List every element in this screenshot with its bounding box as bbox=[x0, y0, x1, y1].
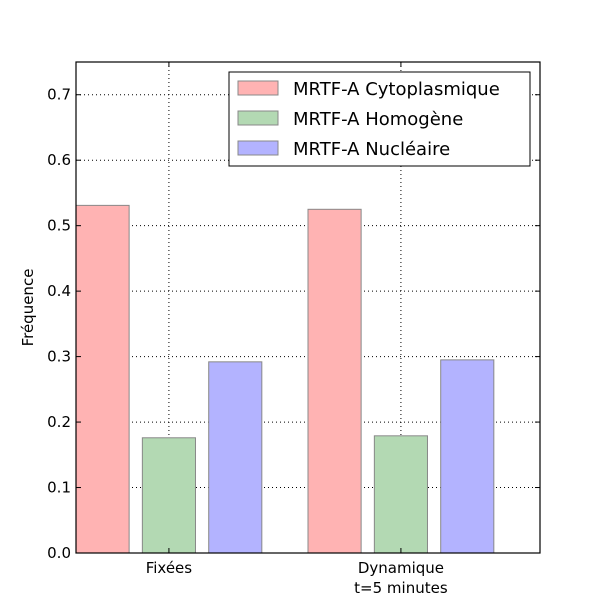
x-axis: Fixées Dynamique t=5 minutes bbox=[146, 62, 448, 597]
bar bbox=[75, 204, 130, 554]
legend-frame bbox=[228, 71, 531, 167]
x-tick-label: t=5 minutes bbox=[354, 579, 448, 597]
legend-swatch bbox=[237, 80, 279, 96]
legend-swatch bbox=[237, 140, 279, 156]
y-tick-label: 0.0 bbox=[47, 544, 71, 562]
bar bbox=[440, 359, 495, 554]
bar bbox=[307, 208, 362, 554]
y-axis: 0.0 0.1 0.2 0.3 0.4 0.5 0.6 0.7 bbox=[47, 86, 540, 562]
bars bbox=[75, 204, 495, 554]
y-tick-label: 0.3 bbox=[47, 348, 71, 366]
bar bbox=[141, 437, 196, 554]
legend: MRTF-A Cytoplasmique MRTF-A Homogène MRTF-… bbox=[228, 71, 531, 167]
y-tick-label: 0.2 bbox=[47, 413, 71, 431]
x-tick-label: Fixées bbox=[146, 559, 193, 577]
y-tick-label: 0.4 bbox=[47, 282, 71, 300]
bar bbox=[373, 435, 428, 554]
plot-frame bbox=[75, 61, 541, 554]
y-axis-label: Fréquence bbox=[19, 269, 37, 347]
y-tick-label: 0.6 bbox=[47, 151, 71, 169]
y-tick-label: 0.7 bbox=[47, 86, 71, 104]
bar bbox=[208, 361, 263, 554]
x-tick-label: Dynamique bbox=[358, 559, 444, 577]
legend-swatch bbox=[237, 110, 279, 126]
y-tick-label: 0.5 bbox=[47, 217, 71, 235]
legend-label: MRTF-A Cytoplasmique bbox=[293, 79, 500, 100]
legend-label: MRTF-A Nucléaire bbox=[293, 139, 450, 160]
y-tick-label: 0.1 bbox=[47, 479, 71, 497]
legend-label: MRTF-A Homogène bbox=[293, 109, 463, 130]
